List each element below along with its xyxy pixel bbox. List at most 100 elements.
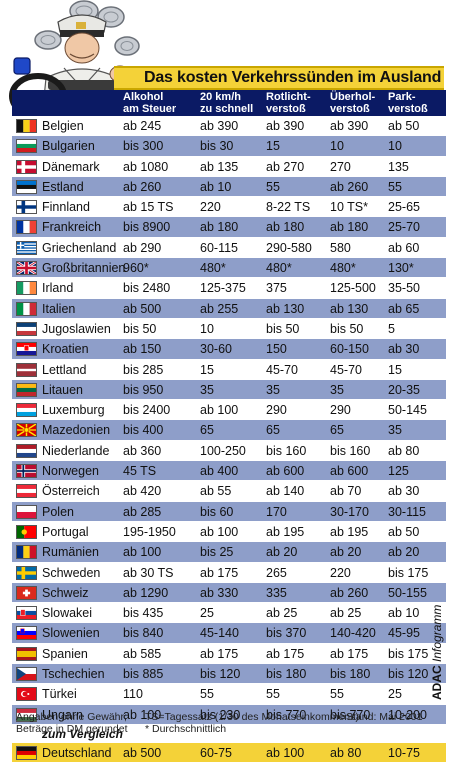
country-name: Slowakei	[42, 606, 93, 621]
fine-value: bis 50	[330, 321, 364, 336]
fine-value: ab 195	[330, 524, 369, 539]
table-row: Bulgarien bis 300 bis 30 15 10 10	[12, 136, 446, 157]
fine-value: ab 400	[200, 464, 239, 479]
fine-value: 10	[330, 139, 344, 154]
country-name: Belgien	[42, 119, 84, 133]
fine-value: ab 55	[200, 484, 232, 499]
fine-value: ab 100	[200, 524, 239, 539]
fine-value: ab 50	[388, 524, 420, 539]
footer-ts-note: TS=Tagessatz (1/30 des Monatseinkommens)	[145, 711, 359, 723]
fine-value: 60-150	[330, 342, 369, 357]
country-name: Rumänien	[42, 545, 99, 560]
fine-value: bis 370	[266, 626, 307, 641]
fine-value: bis 885	[123, 667, 164, 682]
fine-value: 45 TS	[123, 464, 157, 479]
country-name: Österreich	[42, 484, 100, 499]
fine-value: ab 255	[200, 301, 239, 316]
fine-value: 25	[200, 606, 214, 621]
fine-value: ab 330	[200, 585, 239, 600]
fine-value: ab 260	[330, 585, 369, 600]
table-row: Deutschland ab 500 60-75 ab 100 ab 80 10-75	[12, 742, 446, 763]
fine-value: ab 20	[330, 545, 362, 560]
footer-date: Stand: Mai 2001	[346, 711, 423, 723]
flag-tr-icon	[16, 687, 37, 702]
fine-value: ab 130	[266, 301, 305, 316]
table-row: Mazedonien bis 400 65 65 65 35	[12, 420, 446, 441]
coin-icon	[34, 30, 62, 50]
country-name: Finnland	[42, 200, 90, 215]
fine-value: ab 175	[330, 646, 369, 661]
flag-mk-icon	[16, 423, 37, 438]
footer-note-2: Beträge in DM gerundet	[16, 723, 128, 735]
fine-value: ab 600	[330, 464, 369, 479]
footer-avg-note: * Durchschnittlich	[145, 723, 227, 735]
fine-value: ab 130	[330, 301, 369, 316]
country-name: Luxemburg	[42, 403, 105, 418]
fine-value: ab 10	[388, 606, 420, 621]
flag-si-icon	[16, 626, 37, 641]
fine-value: 55	[266, 179, 280, 194]
fine-value: ab 500	[123, 301, 162, 316]
table-row: Portugal 195-1950 ab 100 ab 195 ab 195 ab 50	[12, 521, 446, 543]
fine-value: 480*	[266, 261, 292, 276]
fine-value: bis 180	[266, 667, 307, 682]
fine-value: bis 120	[388, 667, 429, 682]
fine-value: 45-70	[266, 362, 298, 377]
fine-value: bis 60	[200, 504, 234, 519]
table-row: Estland ab 260 ab 10 55 ab 260 55	[12, 176, 446, 198]
fine-value: 125-500	[330, 281, 376, 296]
fine-value: ab 195	[266, 524, 305, 539]
fine-value: 35-50	[388, 281, 420, 296]
fine-value: 220	[200, 200, 221, 215]
country-name: Lettland	[42, 362, 87, 377]
fine-value: 60-75	[200, 745, 232, 760]
fine-value: 335	[266, 585, 287, 600]
fine-value: ab 245	[123, 119, 162, 133]
flag-yu-icon	[16, 321, 37, 336]
flag-es-icon	[16, 646, 37, 661]
title-bar: Das kosten Verkehrssünden im Ausland	[114, 66, 444, 90]
fine-value: 65	[200, 423, 214, 438]
coin-icon	[114, 36, 140, 56]
fine-value: 35	[388, 423, 402, 438]
fine-value: bis 2480	[123, 281, 171, 296]
fine-value: 45-95	[388, 626, 420, 641]
fine-value: ab 15 TS	[123, 200, 174, 215]
fine-value: ab 100	[266, 745, 305, 760]
country-name: Norwegen	[42, 464, 99, 479]
fine-value: ab 420	[123, 484, 162, 499]
fine-value: ab 180	[330, 220, 369, 235]
table-row: Luxemburg bis 2400 ab 100 290 290 50-145	[12, 400, 446, 421]
fine-value: ab 150	[123, 342, 162, 357]
flag-at-icon	[16, 484, 37, 499]
fine-value: bis 25	[200, 545, 234, 560]
fine-value: ab 585	[123, 646, 162, 661]
fine-value: ab 285	[123, 504, 162, 519]
flag-sk-icon	[16, 606, 37, 621]
fine-value: 290	[266, 403, 287, 418]
siren-icon	[13, 57, 31, 75]
flag-nl-icon	[16, 443, 37, 458]
country-name: Griechenland	[42, 240, 117, 255]
fine-value: 45-70	[330, 362, 362, 377]
fine-value: 10-75	[388, 745, 420, 760]
fine-value: ab 500	[123, 745, 162, 760]
flag-se-icon	[16, 565, 37, 580]
fine-value: ab 600	[266, 464, 305, 479]
fine-value: ab 70	[330, 484, 362, 499]
fine-value: ab 25	[330, 606, 362, 621]
flag-pt-icon	[16, 524, 37, 539]
country-name: Großbritannien	[42, 261, 126, 276]
flag-ee-icon	[16, 179, 37, 194]
flag-no-icon	[16, 464, 37, 479]
fine-value: bis 950	[123, 382, 164, 397]
fine-value: 30-60	[200, 342, 232, 357]
fine-value: bis 30	[200, 139, 234, 154]
fine-value: ab 100	[200, 403, 239, 418]
fine-value: ab 175	[200, 646, 239, 661]
table-row: Tschechien bis 885 bis 120 bis 180 bis 180 bi…	[12, 664, 446, 685]
table-row: Türkei 110 55 55 55 25	[12, 684, 446, 705]
table-row: Litauen bis 950 35 35 35 20-35	[12, 379, 446, 401]
fine-value: 50-155	[388, 585, 427, 600]
fine-value: 290-580	[266, 240, 312, 255]
